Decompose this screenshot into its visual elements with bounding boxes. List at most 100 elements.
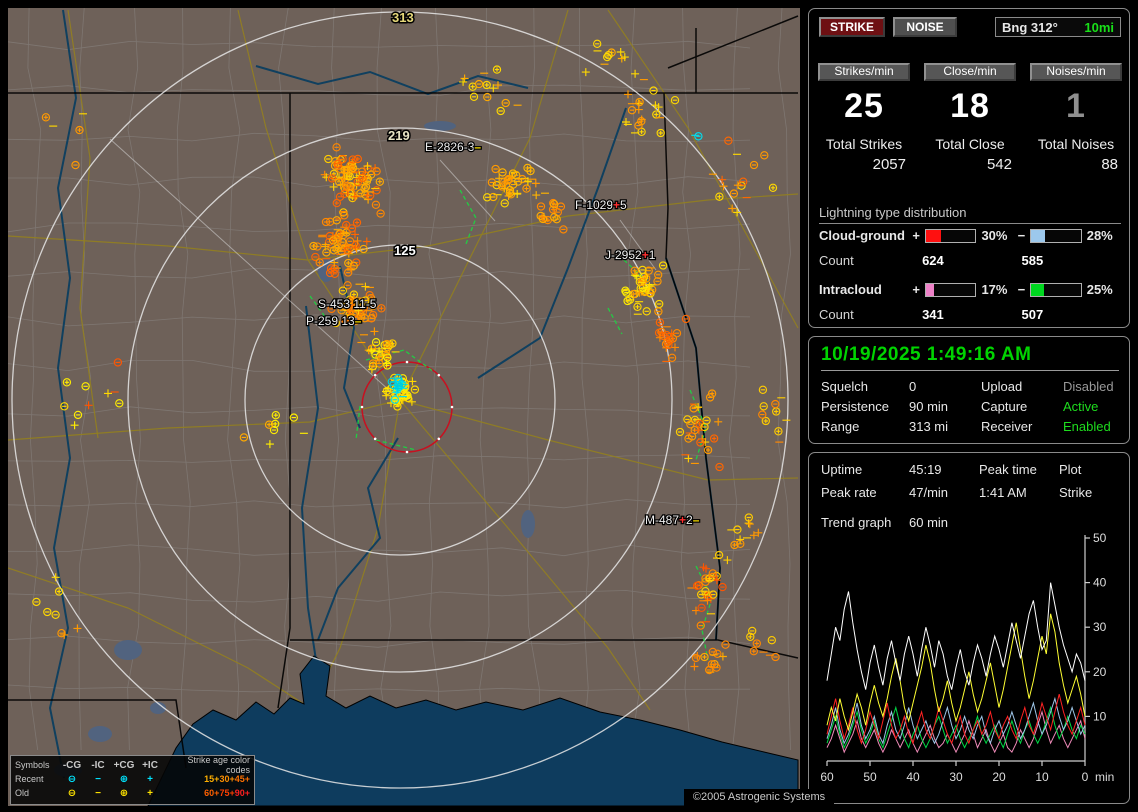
x-tick-label: 60 (820, 770, 834, 784)
strike-button[interactable]: STRIKE (819, 17, 885, 37)
ic-negative-bar (1030, 283, 1082, 297)
map-legend: Symbols -CG -IC +CG +IC Strike age color… (10, 755, 255, 805)
recent-pos-cg-icon: ⊕ (111, 774, 137, 785)
range-label: Range (821, 419, 909, 434)
capture-label: Capture (981, 399, 1063, 414)
cg-positive-count: 624 (922, 253, 1021, 268)
divider (821, 370, 1119, 371)
rate-columns: Strikes/min 25 Total Strikes 2057 Close/… (809, 63, 1131, 173)
total-strikes-label: Total Strikes (818, 136, 910, 152)
legend-old-row: Old ⊖ − ⊕ + 60+75+90+ (15, 786, 250, 800)
uptime-row: Uptime 45:19 Peak time Plot (821, 462, 1121, 477)
copyright-label: ©2005 Astrogenic Systems (684, 789, 834, 806)
minus-sign: − (1016, 228, 1027, 243)
status-panel: 10/19/2025 1:49:16 AM Squelch 0 Upload D… (808, 336, 1130, 444)
lightning-map[interactable]: 313219125E-2826-3–F-1029+5J-2952+1S-453 … (8, 8, 800, 806)
legend-col-neg-ic: -IC (85, 760, 111, 771)
noises-per-min-button[interactable]: Noises/min (1030, 63, 1122, 81)
cg-negative-pct: 28% (1085, 228, 1121, 243)
storm-cell-label: P-259 13– (306, 314, 362, 328)
total-noises-value: 88 (1030, 156, 1122, 173)
ic-negative-count: 507 (1022, 307, 1121, 322)
old-pos-ic-icon: + (137, 788, 163, 799)
plot-label: Plot (1059, 462, 1121, 477)
total-close-value: 542 (924, 156, 1016, 173)
legend-col-neg-cg: -CG (59, 760, 85, 771)
trend-graph-canvas: 50 40 30 20 10 60 50 40 30 20 10 0 min (813, 533, 1127, 799)
trend-series-close-strikes (827, 614, 1085, 730)
capture-status: Active (1063, 399, 1121, 414)
legend-col-pos-ic: +IC (137, 760, 163, 771)
x-tick-label: 30 (949, 770, 963, 784)
storm-cell-label: M-487+2– (645, 513, 700, 527)
map-canvas: 313219125E-2826-3–F-1029+5J-2952+1S-453 … (8, 8, 800, 806)
storm-cell-label: F-1029+5 (575, 198, 627, 212)
x-tick-label: 40 (906, 770, 920, 784)
ic-count-row: Count 341 507 (819, 307, 1121, 322)
receiver-status: Enabled (1063, 419, 1121, 434)
uptime-value: 45:19 (909, 462, 979, 477)
cloud-ground-row: Cloud-ground + 30% − 28% (819, 228, 1121, 243)
recent-pos-ic-icon: + (137, 774, 163, 785)
close-per-min-value: 18 (924, 87, 1016, 126)
y-tick-label: 10 (1093, 709, 1107, 723)
bearing-value: Bng 312° (1002, 20, 1058, 35)
x-tick-label: 0 (1082, 770, 1089, 784)
persistence-row: Persistence 90 min Capture Active (821, 399, 1121, 414)
noises-per-min-value: 1 (1030, 87, 1122, 126)
uptime-label: Uptime (821, 462, 909, 477)
squelch-label: Squelch (821, 379, 909, 394)
range-row: Range 313 mi Receiver Enabled (821, 419, 1121, 434)
storm-cell-label: S-453 11-5 (318, 297, 377, 311)
peak-rate-label: Peak rate (821, 485, 909, 500)
y-tick-label: 20 (1093, 665, 1107, 679)
ic-positive-bar (925, 283, 977, 297)
old-pos-cg-icon: ⊕ (111, 788, 137, 799)
persistence-value: 90 min (909, 399, 981, 414)
recent-neg-ic-icon: − (85, 774, 111, 785)
total-noises-label: Total Noises (1030, 136, 1122, 152)
y-tick-label: 50 (1093, 533, 1107, 545)
storm-cell-label: J-2952+1 (605, 248, 656, 262)
peak-rate-row: Peak rate 47/min 1:41 AM Strike (821, 485, 1121, 500)
ic-negative-pct: 25% (1085, 282, 1121, 297)
noise-button[interactable]: NOISE (893, 17, 957, 37)
chart-axes (827, 535, 1090, 766)
x-tick-label: 50 (863, 770, 877, 784)
cg-positive-pct: 30% (979, 228, 1015, 243)
squelch-row: Squelch 0 Upload Disabled (821, 379, 1121, 394)
legend-col-pos-cg: +CG (111, 760, 137, 771)
x-unit-label: min (1095, 770, 1114, 784)
plot-mode-value: Strike (1059, 485, 1121, 500)
legend-recent-row: Recent ⊖ − ⊕ + 15+30+45+ (15, 772, 250, 786)
range-value: 313 mi (909, 419, 981, 434)
peak-rate-value: 47/min (909, 485, 979, 500)
x-tick-label: 20 (992, 770, 1006, 784)
storm-cell-label: E-2826-3– (425, 140, 481, 154)
strike-stats-panel: STRIKE NOISE Bng 312° 10mi Strikes/min 2… (808, 8, 1130, 328)
x-tick-label: 10 (1035, 770, 1049, 784)
ic-positive-pct: 17% (979, 282, 1015, 297)
y-tick-label: 30 (1093, 620, 1107, 634)
plus-sign: + (910, 282, 921, 297)
legend-header-row: Symbols -CG -IC +CG +IC Strike age color… (15, 758, 250, 772)
trend-panel: Uptime 45:19 Peak time Plot Peak rate 47… (808, 452, 1130, 804)
trend-graph: 50 40 30 20 10 60 50 40 30 20 10 0 min (813, 533, 1127, 799)
old-neg-cg-icon: ⊖ (59, 788, 85, 799)
upload-label: Upload (981, 379, 1063, 394)
datetime-display: 10/19/2025 1:49:16 AM (821, 344, 1031, 366)
persistence-label: Persistence (821, 399, 909, 414)
trend-series--ic (827, 708, 1085, 748)
cursor-range-value: 10mi (1084, 20, 1114, 35)
old-neg-ic-icon: − (85, 788, 111, 799)
bearing-readout: Bng 312° 10mi (995, 17, 1121, 37)
ic-positive-count: 341 (922, 307, 1021, 322)
close-per-min-button[interactable]: Close/min (924, 63, 1016, 81)
cg-count-row: Count 624 585 (819, 253, 1121, 268)
upload-status: Disabled (1063, 379, 1121, 394)
trend-series--cg (827, 694, 1085, 743)
ring-label: 125 (394, 243, 416, 258)
y-tick-label: 40 (1093, 576, 1107, 590)
minus-sign: − (1016, 282, 1027, 297)
strikes-per-min-button[interactable]: Strikes/min (818, 63, 910, 81)
